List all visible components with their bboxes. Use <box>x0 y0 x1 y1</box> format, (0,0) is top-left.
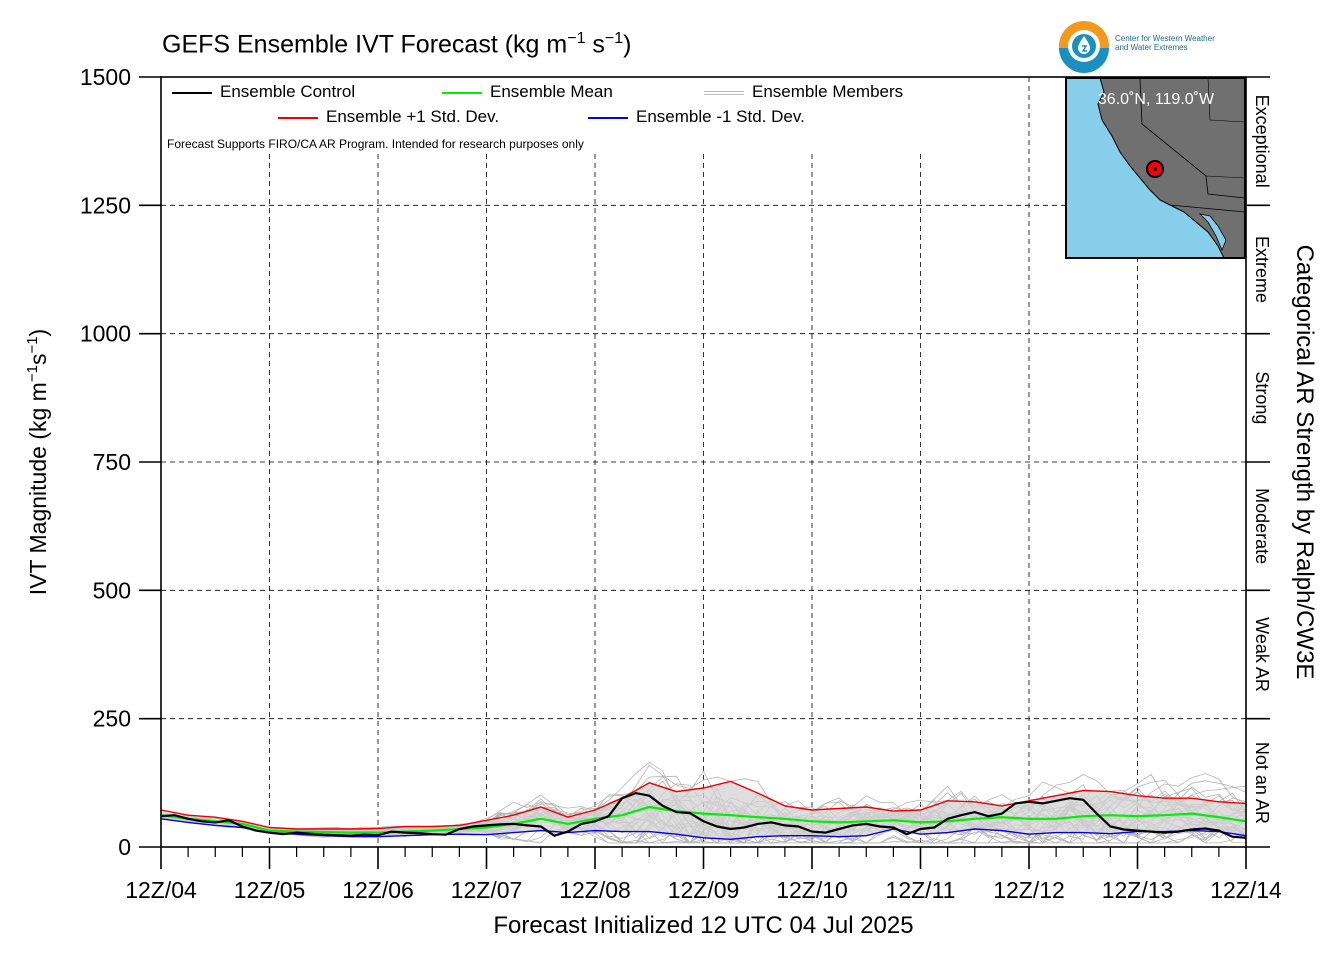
research-note: Forecast Supports FIRO/CA AR Program. In… <box>167 137 584 151</box>
series-line-plus <box>160 780 1247 830</box>
x-tick-label: 12Z/11 <box>886 877 956 903</box>
series-line-control <box>160 791 1247 839</box>
spread-band <box>161 781 1246 840</box>
legend-control: Ensemble Control <box>172 82 355 102</box>
series-lines <box>160 780 1247 841</box>
inset-frame <box>1065 77 1246 259</box>
inset-map <box>1065 77 1246 259</box>
chart-title: GEFS Ensemble IVT Forecast (kg m−1 s−1) <box>162 30 632 59</box>
y-tick-label: 0 <box>118 834 131 860</box>
legend-mean: Ensemble Mean <box>442 82 613 102</box>
legend-plus-std: Ensemble +1 Std. Dev. <box>278 107 499 127</box>
category-label: Weak AR <box>1252 617 1272 692</box>
x-tick-label: 12Z/05 <box>234 877 306 903</box>
cw3e-logo-icon <box>1059 21 1109 73</box>
x-axis-label: Forecast Initialized 12 UTC 04 Jul 2025 <box>493 912 914 939</box>
inset-gulf <box>1198 213 1227 252</box>
x-tick-label: 12Z/09 <box>668 877 740 903</box>
category-label: Not an AR <box>1252 742 1272 824</box>
category-label: Moderate <box>1252 488 1272 564</box>
logo-text: Center for Western Weather and Water Extr… <box>1115 34 1215 52</box>
grid-lines <box>161 77 1246 847</box>
y2-axis-label: Categorical AR Strength by Ralph/CW3E <box>1291 244 1318 680</box>
x-tick-label: 12Z/08 <box>559 877 631 903</box>
x-tick-label: 12Z/10 <box>776 877 848 903</box>
x-tick-label: 12Z/13 <box>1102 877 1174 903</box>
legend-minus-std: Ensemble -1 Std. Dev. <box>588 107 805 127</box>
axes: 0 250 500 750 1000 1250 1500 12Z/04 12Z/05 12Z/06… <box>80 64 1282 903</box>
y-tick-label: 250 <box>93 706 131 732</box>
y-tick-label: 750 <box>93 449 131 475</box>
series-line-mean <box>160 805 1247 834</box>
inset-coordinate: 36.0˚N, 119.0˚W <box>1097 91 1215 108</box>
x-tick-label: 12Z/07 <box>451 877 523 903</box>
x-tick-label: 12Z/12 <box>993 877 1065 903</box>
inset-country-border <box>1169 204 1246 213</box>
x-tick-label: 12Z/04 <box>125 877 197 903</box>
category-label: Extreme <box>1252 236 1272 303</box>
category-labels: Not an AR Weak AR Moderate Strong Extreme Exc… <box>1246 76 1272 848</box>
y-tick-label: 1000 <box>80 321 131 347</box>
x-tick-label: 12Z/14 <box>1210 877 1282 903</box>
y-axis-label: IVT Magnitude (kg m−1s−1) <box>24 328 51 596</box>
spread-band-area <box>161 781 1246 840</box>
inset-state-borders-2 <box>1205 77 1246 179</box>
y-tick-label: 1500 <box>80 64 131 90</box>
x-tick-label: 12Z/06 <box>342 877 414 903</box>
y-tick-label: 500 <box>93 577 131 603</box>
category-label: Strong <box>1252 371 1272 424</box>
y-tick-label: 1250 <box>80 192 131 218</box>
legend-members: Ensemble Members <box>704 82 903 102</box>
location-marker-center <box>1153 167 1157 171</box>
category-label: Exceptional <box>1252 95 1272 188</box>
